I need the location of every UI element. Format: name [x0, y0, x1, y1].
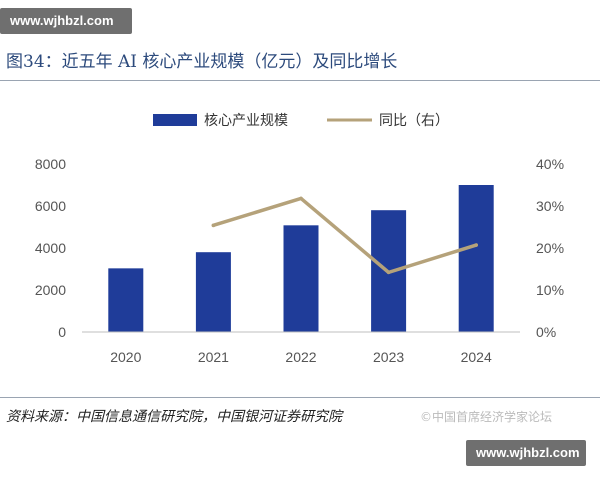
legend-bar-swatch — [153, 114, 197, 126]
watermark-bottom: www.wjhbzl.com — [466, 440, 586, 466]
figure-title: 图34：近五年 AI 核心产业规模（亿元）及同比增长 — [6, 52, 398, 72]
x-tick-label: 2024 — [461, 349, 492, 365]
y-right-tick-label: 0% — [536, 324, 556, 340]
y-right-tick-label: 20% — [536, 240, 564, 256]
publisher-overlay: ©中国首席经济学家论坛 — [420, 410, 553, 424]
yoy-growth-line — [211, 196, 478, 275]
source-note: 资料来源：中国信息通信研究院，中国银河证券研究院 — [6, 409, 342, 425]
y-left-tick-label: 4000 — [35, 240, 66, 256]
x-tick-label: 2022 — [285, 349, 316, 365]
bar-2021 — [195, 252, 231, 332]
yoy-point-2021 — [211, 223, 216, 228]
y-axis-right: 0% 10% 20% 30% 40% — [536, 156, 564, 340]
yoy-point-2024 — [474, 243, 479, 247]
y-axis-left: 0 2000 4000 6000 8000 — [35, 156, 66, 340]
x-tick-label: 2021 — [198, 349, 229, 365]
x-tick-label: 2023 — [373, 349, 404, 365]
y-right-tick-label: 10% — [536, 282, 564, 298]
bar-2024 — [458, 185, 494, 332]
legend: 核心产业规模 同比（右） — [153, 112, 449, 128]
y-right-tick-label: 40% — [536, 156, 564, 172]
yoy-point-2022 — [299, 196, 303, 201]
yoy-point-2023 — [386, 270, 391, 275]
line-series — [211, 196, 479, 275]
bottom-divider — [0, 397, 600, 398]
bar-2020 — [108, 268, 144, 332]
legend-line-label: 同比（右） — [379, 112, 449, 128]
watermark-top: www.wjhbzl.com — [0, 8, 132, 34]
legend-bar-label: 核心产业规模 — [204, 112, 288, 128]
y-left-tick-label: 0 — [58, 324, 66, 340]
y-right-tick-label: 30% — [536, 198, 564, 214]
top-divider — [0, 80, 600, 81]
bar-series — [108, 185, 494, 332]
y-left-tick-label: 2000 — [35, 282, 66, 298]
y-left-tick-label: 8000 — [35, 156, 66, 172]
x-axis: 2020 2021 2022 2023 2024 — [110, 349, 492, 365]
x-tick-label: 2020 — [110, 349, 141, 365]
bar-2022 — [283, 225, 319, 332]
y-left-tick-label: 6000 — [35, 198, 66, 214]
chart: 核心产业规模 同比（右） 0 2000 4000 6000 8000 0% 10% 20% 3… — [35, 112, 564, 365]
